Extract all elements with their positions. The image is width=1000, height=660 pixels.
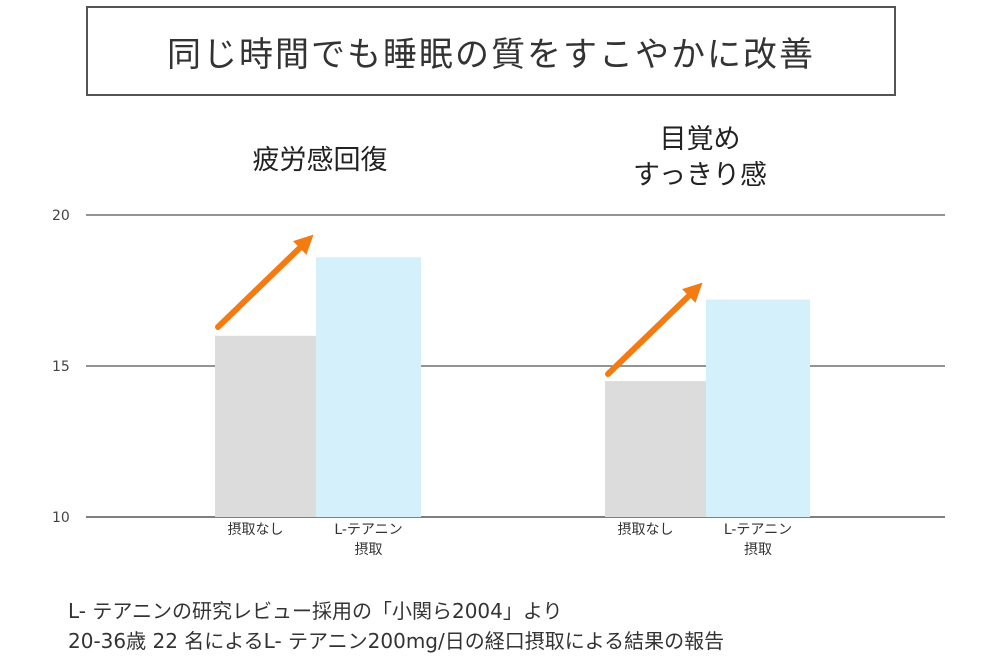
x-category-label: L-テアニン <box>334 522 402 538</box>
bar <box>605 381 706 517</box>
footnote: L- テアニンの研究レビュー採用の「小関ら2004」より 20-36歳 22 名… <box>68 596 724 656</box>
y-tick-label: 10 <box>52 510 70 526</box>
bar <box>215 335 316 517</box>
group-label-fatigue-recovery: 疲労感回復 <box>230 143 410 179</box>
chart-title: 同じ時間でも睡眠の質をすこやかに改善 <box>86 6 896 96</box>
bar <box>706 299 810 517</box>
x-category-label: 摂取 <box>744 542 772 558</box>
group-label-line: すっきり感 <box>633 160 767 191</box>
y-tick-label: 15 <box>52 359 70 375</box>
trend-arrow <box>215 234 314 330</box>
bar <box>316 257 421 517</box>
group-label-wakeup-refreshed: 目覚め すっきり感 <box>610 122 790 194</box>
trend-arrow <box>605 282 703 377</box>
x-category-label: 摂取なし <box>228 522 284 538</box>
footnote-line-1: L- テアニンの研究レビュー採用の「小関ら2004」より <box>68 599 563 623</box>
group-label-line: 疲労感回復 <box>252 145 388 176</box>
y-tick-label: 20 <box>52 208 70 224</box>
group-label-line: 目覚め <box>659 124 741 155</box>
x-category-label: 摂取なし <box>618 522 674 538</box>
footnote-line-2: 20-36歳 22 名によるL- テアニン200mg/日の経口摂取による結果の報… <box>68 629 725 653</box>
x-category-label: L-テアニン <box>724 522 792 538</box>
x-category-label: 摂取 <box>355 542 383 558</box>
